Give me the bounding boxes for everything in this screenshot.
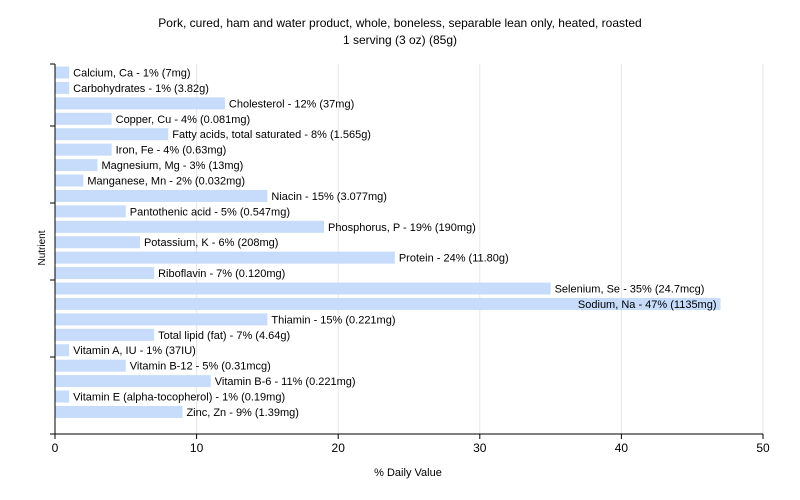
- y-axis-label: Nutrient: [37, 230, 48, 265]
- bar: [55, 236, 140, 249]
- axes: 0 10 20 30 40 50: [50, 63, 770, 455]
- bar-label: Iron, Fe - 4% (0.63mg): [116, 145, 227, 157]
- bar-label: Magnesium, Mg - 3% (13mg): [101, 160, 243, 172]
- bar-label: Thiamin - 15% (0.221mg): [271, 314, 395, 326]
- bar-label: Vitamin B-6 - 11% (0.221mg): [215, 376, 356, 388]
- bar-label: Pantothenic acid - 5% (0.547mg): [130, 206, 290, 218]
- bars: [55, 66, 721, 418]
- bar: [55, 390, 70, 403]
- x-tick-label: 20: [332, 441, 346, 455]
- x-tick-label: 10: [190, 441, 204, 455]
- bar: [55, 267, 155, 280]
- bar-label: Fatty acids, total saturated - 8% (1.565…: [172, 129, 371, 141]
- bar: [55, 112, 112, 125]
- bar-label: Riboflavin - 7% (0.120mg): [158, 268, 285, 280]
- bar: [55, 205, 126, 218]
- bar: [55, 66, 70, 79]
- bar: [55, 174, 84, 187]
- bar-label: Niacin - 15% (3.077mg): [271, 191, 387, 203]
- x-tick-label: 50: [756, 441, 770, 455]
- bar-label: Vitamin E (alpha-tocopherol) - 1% (0.19m…: [73, 392, 285, 404]
- bar: [55, 375, 211, 388]
- bar-label: Vitamin B-12 - 5% (0.31mcg): [130, 361, 271, 373]
- bar: [55, 251, 395, 264]
- bar-label: Carbohydrates - 1% (3.82g): [73, 83, 209, 95]
- bar: [55, 143, 112, 156]
- bar-label: Phosphorus, P - 19% (190mg): [328, 222, 476, 234]
- bar-label: Potassium, K - 6% (208mg): [144, 237, 279, 249]
- bar: [55, 128, 169, 141]
- bar-label: Selenium, Se - 35% (24.7mcg): [555, 284, 705, 296]
- bar-label: Sodium, Na - 47% (1135mg): [578, 299, 717, 311]
- bar-label: Manganese, Mn - 2% (0.032mg): [87, 176, 245, 188]
- x-tick-label: 30: [473, 441, 487, 455]
- bar-label: Vitamin A, IU - 1% (37IU): [73, 345, 196, 357]
- bar: [55, 297, 721, 310]
- gridlines: [196, 64, 764, 434]
- bar: [55, 328, 155, 341]
- bar: [55, 282, 551, 295]
- bar-labels: Calcium, Ca - 1% (7mg) Carbohydrates - 1%…: [73, 68, 716, 419]
- bar-label: Cholesterol - 12% (37mg): [229, 98, 354, 110]
- bar-label: Total lipid (fat) - 7% (4.64g): [158, 330, 290, 342]
- bar-label: Zinc, Zn - 9% (1.39mg): [186, 407, 298, 419]
- bar: [55, 313, 268, 326]
- chart-subtitle: 1 serving (3 oz) (85g): [343, 33, 457, 47]
- bar: [55, 220, 325, 233]
- chart-title: Pork, cured, ham and water product, whol…: [158, 16, 641, 30]
- bar: [55, 405, 183, 418]
- bar: [55, 159, 98, 172]
- bar: [55, 359, 126, 372]
- bar: [55, 344, 70, 357]
- bar: [55, 81, 70, 94]
- bar: [55, 189, 268, 202]
- bar-label: Protein - 24% (11.80g): [399, 253, 509, 265]
- x-tick-label: 40: [615, 441, 629, 455]
- bar-label: Copper, Cu - 4% (0.081mg): [116, 114, 251, 126]
- bar: [55, 97, 225, 110]
- x-tick-label: 0: [52, 441, 59, 455]
- x-axis-label: % Daily Value: [374, 467, 442, 479]
- bar-label: Calcium, Ca - 1% (7mg): [73, 68, 190, 80]
